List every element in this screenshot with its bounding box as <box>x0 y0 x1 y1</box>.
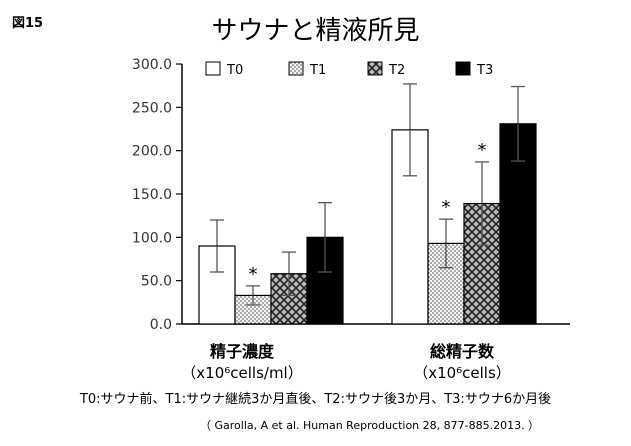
chart-title: サウナと精液所見 <box>211 16 420 46</box>
legend-swatch-T0 <box>205 61 221 76</box>
significance-star: * <box>249 264 258 285</box>
legend-swatch-T1 <box>288 61 304 76</box>
legend-label-T2: T2 <box>388 63 405 78</box>
y-tick-label: 0.0 <box>150 317 172 333</box>
y-tick-label: 200.0 <box>132 144 172 160</box>
category-label-total-sperm-count: 総精子数 （x10⁶cells） <box>362 338 562 383</box>
category-unit: （x10⁶cells） <box>413 364 511 382</box>
figure-label: 図15 <box>12 16 44 31</box>
legend-label-T1: T1 <box>309 63 326 78</box>
legend-swatch-T3 <box>455 61 471 76</box>
y-tick-label: 300.0 <box>132 57 172 73</box>
category-unit: （x10⁶cells/ml） <box>181 364 303 382</box>
y-tick-label: 100.0 <box>132 230 172 246</box>
y-tick-label: 50.0 <box>141 274 172 290</box>
significance-star: * <box>442 197 451 218</box>
legend-label-T0: T0 <box>226 63 243 78</box>
legend-label-T3: T3 <box>476 63 493 78</box>
legend-swatch-T2 <box>367 61 383 76</box>
timepoint-note: T0:サウナ前、T1:サウナ継続3か月直後、T2:サウナ後3か月、T3:サウナ6… <box>79 392 552 407</box>
y-tick-label: 250.0 <box>132 100 172 116</box>
y-tick-label: 150.0 <box>132 187 172 203</box>
category-name: 総精子数 <box>429 342 494 361</box>
category-name: 精子濃度 <box>209 342 274 361</box>
citation: （ Garolla, A et al. Human Reproduction 2… <box>200 419 540 432</box>
category-label-sperm-concentration: 精子濃度 （x10⁶cells/ml） <box>142 338 342 383</box>
significance-star: * <box>478 140 487 161</box>
